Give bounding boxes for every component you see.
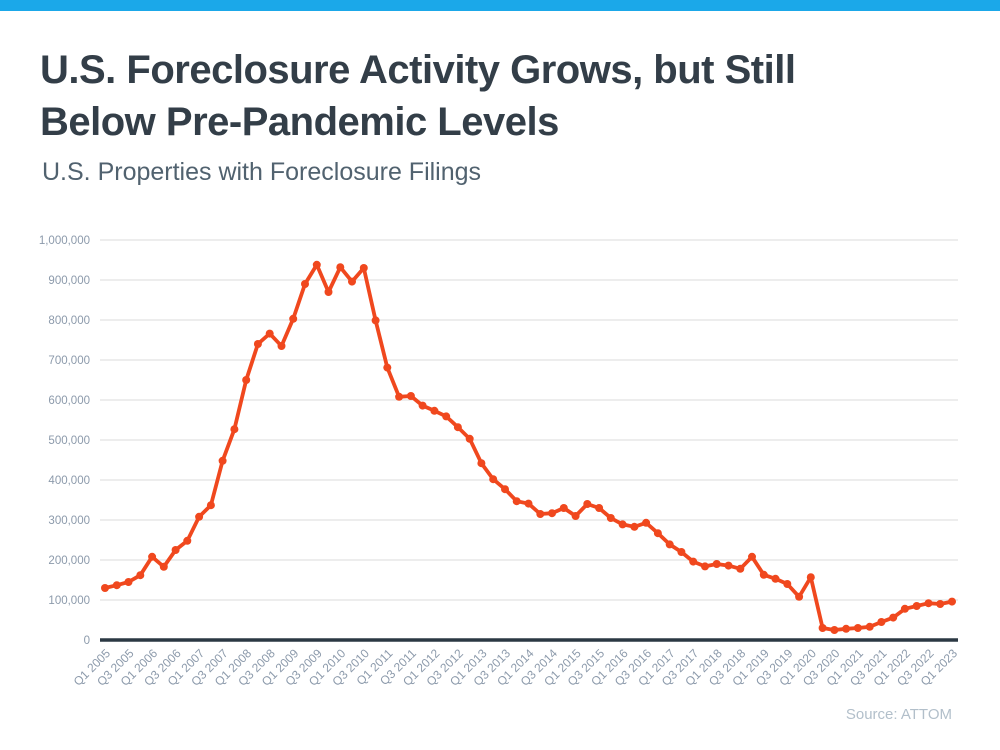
data-point	[865, 622, 874, 631]
data-point	[359, 264, 368, 272]
line-chart: 0 100,000 200,000 300,000 400,000 500,000 600,…	[0, 225, 1000, 750]
chart-subtitle: U.S. Properties with Foreclosure Filings	[42, 158, 482, 186]
data-point	[677, 548, 686, 556]
data-point	[489, 475, 498, 484]
data-point	[736, 564, 745, 573]
data-point	[924, 599, 933, 608]
data-point	[348, 277, 356, 286]
data-point	[112, 581, 121, 590]
data-point	[912, 602, 921, 610]
data-point	[406, 392, 415, 400]
data-point	[383, 363, 392, 372]
data-point	[148, 552, 157, 561]
y-axis-tick-label: 0	[84, 635, 90, 647]
data-point	[853, 624, 862, 632]
y-axis-tick-label: 400,000	[48, 475, 90, 487]
data-point	[606, 514, 615, 522]
data-point	[371, 316, 380, 325]
data-point	[218, 456, 227, 465]
data-point	[301, 280, 309, 288]
data-point	[701, 562, 709, 571]
data-point	[665, 540, 674, 549]
data-point	[724, 561, 733, 570]
data-point	[183, 536, 192, 545]
data-point	[242, 376, 251, 384]
data-point	[748, 552, 756, 561]
y-gridlines	[100, 239, 958, 601]
data-points	[101, 260, 956, 634]
foreclosure-line-chart-svg: 0 100,000 200,000 300,000 400,000 500,000 600,…	[39, 235, 961, 689]
data-point	[289, 314, 298, 323]
y-axis-tick-label: 300,000	[48, 515, 90, 527]
data-point	[536, 510, 545, 518]
data-point	[783, 580, 792, 588]
data-point	[277, 342, 286, 350]
data-point	[159, 562, 168, 571]
y-axis-tick-label: 200,000	[48, 555, 90, 567]
data-point	[206, 501, 215, 510]
data-point	[806, 573, 815, 582]
y-axis-tick-label: 600,000	[48, 395, 90, 407]
data-point	[900, 604, 909, 613]
data-point	[442, 412, 451, 421]
top-accent-bar	[0, 0, 1000, 11]
data-point	[453, 423, 462, 432]
data-point	[195, 512, 204, 521]
y-axis-tick-label: 700,000	[48, 355, 90, 367]
y-axis-tick-label: 100,000	[48, 595, 90, 607]
data-point	[124, 578, 133, 586]
data-point	[501, 485, 509, 494]
data-point	[418, 401, 427, 410]
data-point	[559, 504, 568, 512]
data-point	[465, 434, 474, 443]
data-point	[230, 425, 239, 434]
data-point	[101, 584, 109, 592]
data-point	[712, 560, 721, 568]
y-axis-tick-label: 900,000	[48, 275, 90, 287]
page-title-line-2: Below Pre-Pandemic Levels	[40, 100, 559, 144]
data-point	[430, 406, 439, 415]
data-point	[618, 520, 627, 529]
data-point	[842, 624, 851, 633]
data-point	[595, 504, 604, 512]
data-point	[818, 624, 827, 632]
data-point	[771, 574, 780, 583]
data-point	[642, 518, 651, 527]
data-point	[795, 592, 804, 601]
data-point	[512, 497, 521, 506]
data-point	[171, 546, 180, 554]
data-point	[571, 512, 580, 520]
data-point	[265, 329, 274, 338]
data-point	[877, 618, 886, 626]
data-point	[653, 529, 662, 538]
source-attribution: Source: ATTOM	[845, 706, 952, 723]
data-point	[136, 571, 145, 580]
data-point	[583, 500, 592, 508]
data-point	[889, 613, 898, 622]
y-axis-tick-label: 800,000	[48, 315, 90, 327]
data-point	[324, 288, 333, 296]
data-point	[312, 260, 321, 269]
data-point	[524, 499, 533, 508]
page-title: U.S. Foreclosure Activity Grows, but Sti…	[40, 44, 975, 148]
data-point	[395, 392, 404, 401]
y-axis-labels: 0 100,000 200,000 300,000 400,000 500,000 600,…	[39, 235, 90, 647]
data-point	[830, 626, 839, 634]
y-axis-tick-label: 500,000	[48, 435, 90, 447]
page-title-line-1: U.S. Foreclosure Activity Grows, but Sti…	[40, 48, 796, 92]
data-point	[759, 570, 768, 579]
data-point	[936, 600, 945, 608]
data-point	[336, 263, 345, 272]
data-point	[948, 597, 956, 606]
data-point	[689, 557, 698, 566]
data-point	[548, 509, 556, 518]
data-point	[477, 459, 486, 468]
data-point	[630, 522, 639, 531]
y-axis-tick-label: 1,000,000	[39, 235, 90, 247]
data-point	[253, 340, 262, 348]
